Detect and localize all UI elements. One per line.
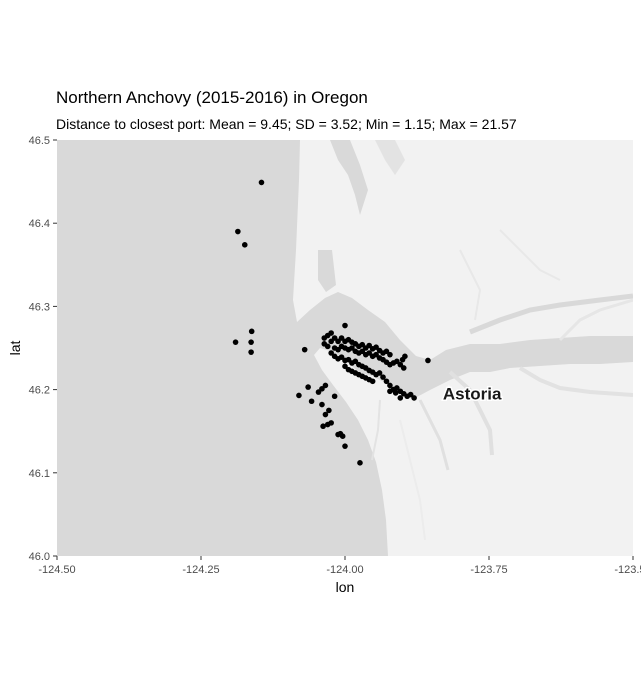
data-point <box>394 358 400 365</box>
data-point <box>337 430 344 437</box>
data-point <box>335 338 341 345</box>
x-axis-title: lon <box>336 579 355 595</box>
data-point <box>425 357 431 364</box>
data-point <box>342 443 348 449</box>
y-tick-label: 46.3 <box>29 301 50 313</box>
estuary-channel <box>459 249 482 321</box>
y-tick-label: 46.0 <box>29 551 50 563</box>
data-point <box>349 345 355 351</box>
scatter-points <box>232 179 431 466</box>
data-point <box>319 401 325 408</box>
data-point <box>338 354 345 360</box>
data-point <box>331 335 338 341</box>
data-point <box>305 384 311 390</box>
x-tick-label: -124.50 <box>38 564 75 576</box>
data-point <box>352 358 359 365</box>
data-point <box>319 385 325 392</box>
data-point <box>322 411 329 418</box>
chart-title: Northern Anchovy (2015-2016) in Oregon <box>56 88 368 107</box>
data-point <box>335 346 341 353</box>
bay-shape <box>375 140 405 175</box>
data-point <box>258 179 265 186</box>
data-point <box>366 350 372 356</box>
data-point <box>380 374 386 380</box>
estuary-channel <box>448 370 494 456</box>
y-axis-title: lat <box>7 341 23 356</box>
x-tick-label: -123.75 <box>470 564 507 576</box>
estuary-channel <box>518 366 633 397</box>
data-point <box>387 388 393 395</box>
data-point <box>373 344 379 350</box>
data-point <box>407 391 414 398</box>
estuary-channel <box>399 419 426 541</box>
estuary-channel <box>371 399 381 461</box>
data-point <box>400 365 407 371</box>
data-point <box>338 335 345 341</box>
data-point <box>369 378 376 385</box>
data-point <box>387 382 393 389</box>
data-point <box>359 348 366 355</box>
data-point <box>315 389 322 395</box>
estuary-channel <box>558 298 633 342</box>
data-point <box>359 341 366 348</box>
data-point <box>324 343 331 350</box>
data-point <box>232 339 239 345</box>
data-point <box>328 338 334 345</box>
x-tick-label: -124.00 <box>326 564 363 576</box>
data-point <box>342 322 348 329</box>
y-tick-label: 46.2 <box>29 385 50 397</box>
data-point <box>328 330 334 336</box>
data-point <box>397 395 404 401</box>
estuary-channel <box>499 229 561 281</box>
data-point <box>248 339 254 345</box>
data-point <box>366 342 372 349</box>
data-point <box>394 385 400 391</box>
data-point <box>392 390 399 396</box>
bay-shape <box>318 250 336 292</box>
data-point <box>248 328 255 335</box>
estuary-channel <box>469 293 633 335</box>
data-point <box>241 242 248 248</box>
data-point <box>296 392 302 399</box>
data-point <box>320 423 326 430</box>
data-point <box>357 460 363 466</box>
data-point <box>387 351 393 358</box>
data-point <box>345 356 352 363</box>
data-point <box>328 350 334 356</box>
data-point <box>326 407 332 414</box>
data-point <box>383 348 390 355</box>
data-point <box>235 228 241 235</box>
map-label: Astoria <box>443 385 502 404</box>
x-tick-label: -123.50 <box>614 564 641 576</box>
chart-subtitle: Distance to closest port: Mean = 9.45; S… <box>56 116 517 132</box>
data-point <box>342 363 348 370</box>
data-point <box>328 420 334 426</box>
y-axis: 46.0 46.1 46.2 46.3 46.4 46.5 <box>29 135 57 563</box>
y-tick-label: 46.5 <box>29 135 50 147</box>
data-point <box>376 370 383 376</box>
bay-shape <box>330 140 368 215</box>
data-point <box>397 361 404 368</box>
data-point <box>402 353 408 360</box>
data-point <box>301 346 308 353</box>
x-tick-label: -124.25 <box>182 564 219 576</box>
data-point <box>331 393 338 400</box>
estuary-channel <box>418 399 450 471</box>
data-point <box>248 349 254 355</box>
data-point <box>308 398 315 405</box>
data-point <box>383 378 390 385</box>
y-tick-label: 46.4 <box>29 218 50 230</box>
map-labels: Astoria <box>441 383 503 405</box>
data-point <box>411 395 417 401</box>
y-tick-label: 46.1 <box>29 468 50 480</box>
data-point <box>373 351 379 358</box>
x-axis: -124.50 -124.25 -124.00 -123.75 -123.50 <box>38 556 641 576</box>
data-point <box>322 382 329 389</box>
